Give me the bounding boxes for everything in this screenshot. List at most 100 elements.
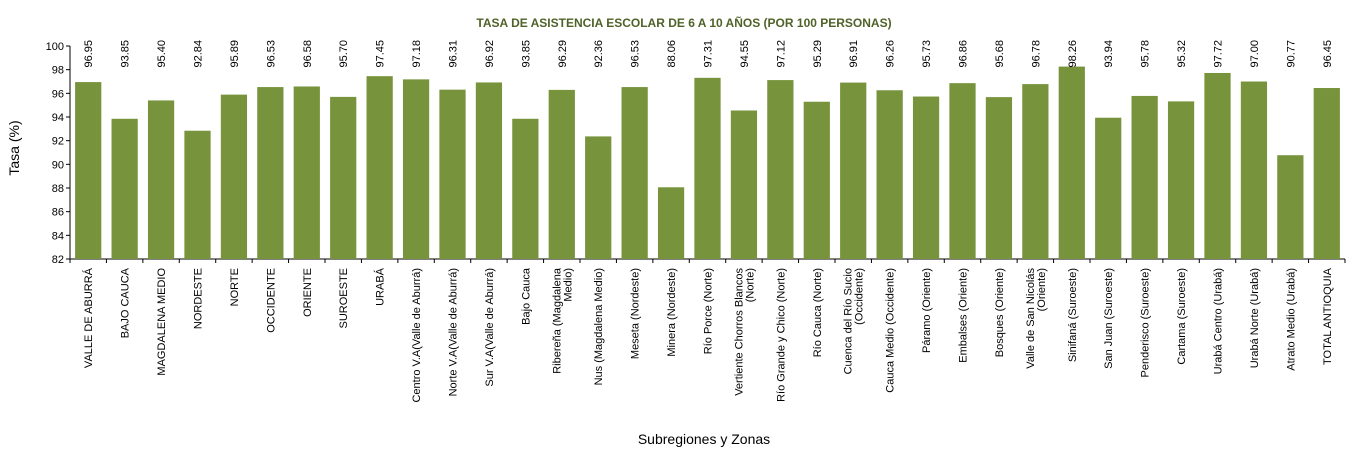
y-tick-label: 98 [52, 65, 64, 77]
x-tick-label: NORTE [229, 268, 241, 306]
bar [876, 90, 903, 259]
data-label: 96.58 [302, 40, 314, 68]
data-label: 95.68 [994, 40, 1006, 68]
x-tick-label-line: Urabá Centro (Urabá) [1213, 268, 1225, 374]
data-label: 97.72 [1213, 40, 1225, 68]
data-label: 97.12 [775, 40, 787, 68]
x-tick-label: Cuenca del Río Sucio [843, 268, 855, 374]
x-tick-label-line: Bosques (Oriente) [994, 268, 1006, 357]
x-tick-label: Minera (Nordeste) [666, 268, 678, 357]
bar [767, 80, 794, 259]
x-tick-label-line: Valle de San Nicolás [1025, 268, 1037, 369]
x-tick-label: Centro V.A(Valle de Aburrá) [411, 268, 423, 403]
x-tick-label: TOTAL ANTIOQUIA [1322, 267, 1334, 365]
y-tick-label: 100 [46, 41, 64, 53]
x-tick-label: (Norte) [744, 268, 756, 302]
x-tick-label: URABÁ [374, 267, 387, 306]
bar [803, 101, 830, 259]
x-tick-label: OCCIDENTE [265, 268, 277, 333]
x-tick-label: (Oriente) [1036, 268, 1048, 311]
x-tick-label-line: Cartama (Suroeste) [1176, 268, 1188, 365]
bar [512, 118, 539, 260]
bar [366, 76, 393, 259]
x-axis-title: Subregiones y Zonas [638, 431, 770, 447]
x-tick-label-line: Nus (Magdalena Medio) [593, 268, 605, 385]
bar [1240, 81, 1268, 259]
x-tick-label: VALLE DE ABURRÁ [82, 267, 95, 368]
bar [75, 82, 102, 259]
y-tick-label: 84 [52, 230, 64, 242]
data-label: 96.31 [448, 40, 460, 68]
x-tick-label-line: TOTAL ANTIOQUIA [1322, 267, 1334, 365]
x-tick-label: Valle de San Nicolás [1025, 268, 1037, 369]
x-tick-label-line: Minera (Nordeste) [666, 268, 678, 357]
x-tick-label-line: NORDESTE [193, 268, 205, 329]
bar [147, 100, 175, 259]
x-tick-label: (Occidente) [854, 268, 866, 325]
x-tick-label-line: OCCIDENTE [265, 268, 277, 333]
x-tick-label-line: Río Grande y Chico (Norte) [775, 268, 787, 402]
x-tick-label: SUROESTE [338, 268, 350, 329]
bar [402, 79, 430, 260]
data-label: 88.06 [666, 40, 678, 68]
x-tick-label: Embalses (Oriente) [958, 268, 970, 363]
x-tick-label: Meseta (Nordeste) [630, 268, 642, 359]
x-tick-label: Páramo (Oriente) [921, 268, 933, 353]
data-label: 97.00 [1249, 40, 1261, 68]
data-label: 95.78 [1140, 40, 1152, 68]
data-label: 98.26 [1067, 40, 1079, 68]
bar [293, 86, 320, 259]
y-axis-title: Tasa (%) [6, 120, 22, 175]
x-tick-label-line: Sinifaná (Suroeste) [1067, 268, 1079, 362]
bar [657, 187, 685, 259]
data-label: 96.26 [885, 40, 897, 68]
bar [475, 82, 503, 260]
y-tick-label: 90 [52, 159, 64, 171]
x-tick-label: Bajo Cauca [520, 267, 532, 325]
data-label: 95.32 [1176, 40, 1188, 68]
x-tick-label-line: ORIENTE [302, 268, 314, 317]
y-tick-label: 96 [52, 88, 64, 100]
data-label: 96.53 [630, 40, 642, 68]
x-tick-label: Bosques (Oriente) [994, 268, 1006, 357]
x-tick-label: ORIENTE [302, 268, 314, 317]
x-tick-label: Cauca Medio (Occidente) [885, 268, 897, 393]
x-tick-label: Penderisco (Suroeste) [1140, 268, 1152, 377]
x-tick-label: BAJO CAUCA [120, 267, 132, 338]
bar [439, 89, 466, 259]
data-label: 93.85 [120, 40, 132, 68]
x-tick-label: San Juan (Suroeste) [1103, 268, 1115, 369]
y-tick-label: 86 [52, 207, 64, 219]
bar [111, 118, 138, 260]
bar [1131, 95, 1158, 259]
y-tick-label: 94 [52, 112, 64, 124]
x-tick-label-line: Ribereña (Magdalena [551, 267, 563, 374]
x-tick-label: Ribereña (Magdalena [551, 267, 563, 374]
data-label: 95.70 [338, 40, 350, 68]
data-label: 95.89 [229, 40, 241, 68]
data-label: 96.29 [557, 40, 569, 68]
bar [621, 87, 648, 259]
x-tick-label: Atrato Medio (Urabá) [1285, 268, 1297, 371]
bar [585, 136, 612, 259]
x-tick-label-line: Cauca Medio (Occidente) [885, 268, 897, 393]
data-label: 93.94 [1103, 40, 1115, 68]
x-tick-label-line: Meseta (Nordeste) [630, 268, 642, 359]
x-tick-label: Vertiente Chorros Blancos [733, 268, 745, 396]
bar [1313, 88, 1340, 259]
x-tick-label-line: URABÁ [374, 267, 387, 306]
x-tick-label-line: Centro V.A(Valle de Aburrá) [411, 268, 423, 403]
bar [1022, 84, 1049, 259]
x-tick-label-line: Cuenca del Río Sucio [843, 268, 855, 374]
data-label: 95.29 [812, 40, 824, 68]
bar [694, 77, 721, 259]
x-tick-label: Urabá Centro (Urabá) [1213, 268, 1225, 374]
y-tick-label: 88 [52, 183, 64, 195]
data-label: 95.40 [156, 40, 168, 68]
x-tick-label: Sinifaná (Suroeste) [1067, 268, 1079, 362]
data-label: 90.77 [1285, 40, 1297, 68]
data-label: 96.45 [1322, 40, 1334, 68]
x-tick-label: Nus (Magdalena Medio) [593, 268, 605, 385]
x-tick-label: Norte V.A(Valle de Aburrá) [448, 268, 460, 396]
